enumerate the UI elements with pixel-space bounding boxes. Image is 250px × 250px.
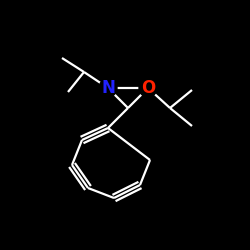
Text: N: N (101, 79, 115, 97)
Circle shape (139, 79, 157, 97)
Text: O: O (141, 79, 155, 97)
Circle shape (99, 79, 117, 97)
